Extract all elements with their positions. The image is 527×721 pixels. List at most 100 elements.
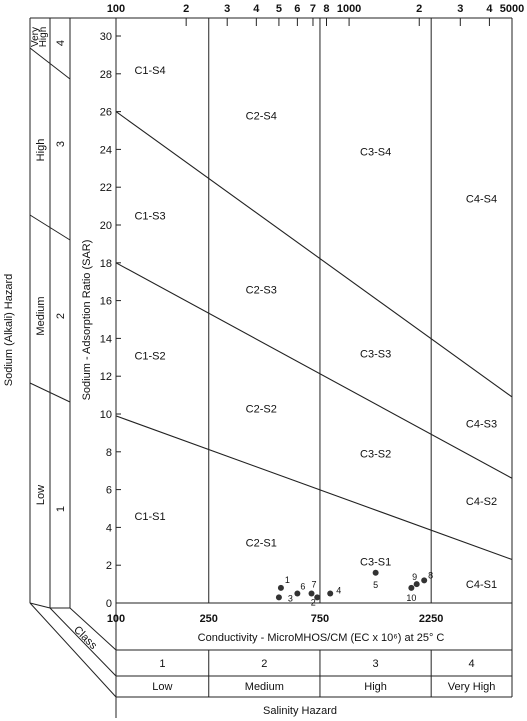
region-label-c2-s1: C2-S1 xyxy=(246,538,277,550)
x-bottom-tick-label-750: 750 xyxy=(311,613,329,625)
data-point-8 xyxy=(421,577,428,584)
x-bottom-tick-label-100: 100 xyxy=(107,613,125,625)
y-tick-label-28: 28 xyxy=(100,69,112,81)
y-tick-label-0: 0 xyxy=(106,598,112,610)
region-label-c3-s1: C3-S1 xyxy=(360,556,391,568)
data-point-label-9: 9 xyxy=(412,572,417,582)
x-top-tick-label-800: 8 xyxy=(323,3,329,15)
y-tick-label-2: 2 xyxy=(106,560,112,572)
region-label-c4-s3: C4-S3 xyxy=(466,418,497,430)
data-points xyxy=(275,569,428,601)
sodium-class-number-2: 2 xyxy=(55,313,67,319)
data-point-label-2: 2 xyxy=(311,597,316,607)
data-point-2 xyxy=(314,594,321,601)
data-point-1 xyxy=(277,584,284,591)
x-top-tick-label-300: 3 xyxy=(224,3,230,15)
data-point-label-6: 6 xyxy=(300,582,305,592)
region-label-c1-s1: C1-S1 xyxy=(134,511,165,523)
region-label-c3-s4: C3-S4 xyxy=(360,146,391,158)
data-point-7 xyxy=(308,590,315,597)
x-bottom-tick-label-2250: 2250 xyxy=(419,613,443,625)
region-label-c2-s3: C2-S3 xyxy=(246,284,277,296)
sodium-class-name-1: Low xyxy=(35,485,47,505)
data-point-4 xyxy=(327,590,334,597)
salinity-class-name-4: Very High xyxy=(448,681,496,693)
data-point-9 xyxy=(413,581,420,588)
salinity-class-name-1: Low xyxy=(152,681,172,693)
x-top-tick-label-600: 6 xyxy=(294,3,300,15)
y-axis-title: Sodium - Adsorption Ratio (SAR) xyxy=(81,240,93,401)
x-top-tick-label-1000: 1000 xyxy=(337,3,361,15)
x-top-tick-label-200: 2 xyxy=(183,3,189,15)
data-point-label-8: 8 xyxy=(428,570,433,580)
y-tick-label-6: 6 xyxy=(106,485,112,497)
x-top-tick-label-100: 100 xyxy=(107,3,125,15)
salinity-hazard-title: Salinity Hazard xyxy=(263,705,337,717)
sodium-class-number-3: 3 xyxy=(55,141,67,147)
sodium-class-name-4-part-1: Very xyxy=(30,27,41,47)
region-label-c1-s4: C1-S4 xyxy=(134,65,165,77)
region-label-c4-s2: C4-S2 xyxy=(466,496,497,508)
data-point-5 xyxy=(372,569,379,576)
region-label-c4-s1: C4-S1 xyxy=(466,579,497,591)
y-tick-label-16: 16 xyxy=(100,296,112,308)
data-point-label-1: 1 xyxy=(285,575,290,585)
depth-diagonal-outer xyxy=(29,602,117,698)
x-top-tick-label-5000: 5000 xyxy=(500,3,524,15)
y-tick-label-4: 4 xyxy=(106,522,112,534)
y-tick-label-14: 14 xyxy=(100,333,112,345)
region-label-c1-s2: C1-S2 xyxy=(134,350,165,362)
y-tick-label-24: 24 xyxy=(100,144,112,156)
region-label-c2-s4: C2-S4 xyxy=(246,110,277,122)
depth-diagonal-mid xyxy=(49,607,117,677)
region-label-c3-s2: C3-S2 xyxy=(360,449,391,461)
sodium-panel-bottom-edge xyxy=(29,602,51,609)
data-point-10 xyxy=(408,584,415,591)
salinity-class-number-2: 2 xyxy=(261,658,267,670)
diagram-lines xyxy=(29,17,513,718)
region-label-c1-s3: C1-S3 xyxy=(134,211,165,223)
data-point-label-5: 5 xyxy=(373,580,378,590)
x-top-tick-label-700: 7 xyxy=(310,3,316,15)
salinity-class-number-4: 4 xyxy=(469,658,475,670)
sodium-class-number-1: 1 xyxy=(55,506,67,512)
data-point-label-3: 3 xyxy=(288,593,293,603)
x-top-tick-label-4000: 4 xyxy=(486,3,493,15)
sodium-class-number-4: 4 xyxy=(55,40,67,46)
sodium-class-divider-3 xyxy=(29,47,71,80)
data-point-label-10: 10 xyxy=(406,593,416,603)
sar-boundary-s3-s4 xyxy=(115,111,513,398)
sodium-class-divider-2 xyxy=(29,214,71,241)
x-bottom-tick-label-250: 250 xyxy=(200,613,218,625)
sodium-hazard-title: Sodium (Alkali) Hazard xyxy=(3,274,15,386)
salinity-class-number-3: 3 xyxy=(373,658,379,670)
salinity-class-number-1: 1 xyxy=(159,658,165,670)
y-tick-label-10: 10 xyxy=(100,409,112,421)
region-label-c2-s2: C2-S2 xyxy=(246,403,277,415)
x-top-tick-label-400: 4 xyxy=(253,3,260,15)
y-tick-label-30: 30 xyxy=(100,31,112,43)
y-tick-label-20: 20 xyxy=(100,220,112,232)
region-label-c4-s4: C4-S4 xyxy=(466,194,497,206)
data-point-6 xyxy=(294,590,301,597)
y-tick-label-26: 26 xyxy=(100,107,112,119)
x-top-tick-label-3000: 3 xyxy=(457,3,463,15)
region-label-c3-s3: C3-S3 xyxy=(360,349,391,361)
salinity-class-name-2: Medium xyxy=(245,681,284,693)
y-tick-label-22: 22 xyxy=(100,182,112,194)
data-point-3 xyxy=(275,594,282,601)
sodium-class-name-3: High xyxy=(35,139,47,162)
sodium-class-name-2: Medium xyxy=(35,296,47,335)
x-axis-title: Conductivity - MicroMHOS/CM (EC x 10⁶) a… xyxy=(198,632,445,644)
sar-boundary-s2-s3 xyxy=(115,262,513,479)
sodium-class-divider-1 xyxy=(29,382,71,403)
y-tick-label-18: 18 xyxy=(100,258,112,270)
data-point-label-7: 7 xyxy=(312,580,317,590)
depth-diagonal-inner xyxy=(69,607,117,651)
sar-boundary-s1-s2 xyxy=(115,415,513,561)
y-tick-label-12: 12 xyxy=(100,371,112,383)
sodium-class-name-4-part-2: High xyxy=(38,27,49,48)
salinity-class-name-3: High xyxy=(364,681,387,693)
